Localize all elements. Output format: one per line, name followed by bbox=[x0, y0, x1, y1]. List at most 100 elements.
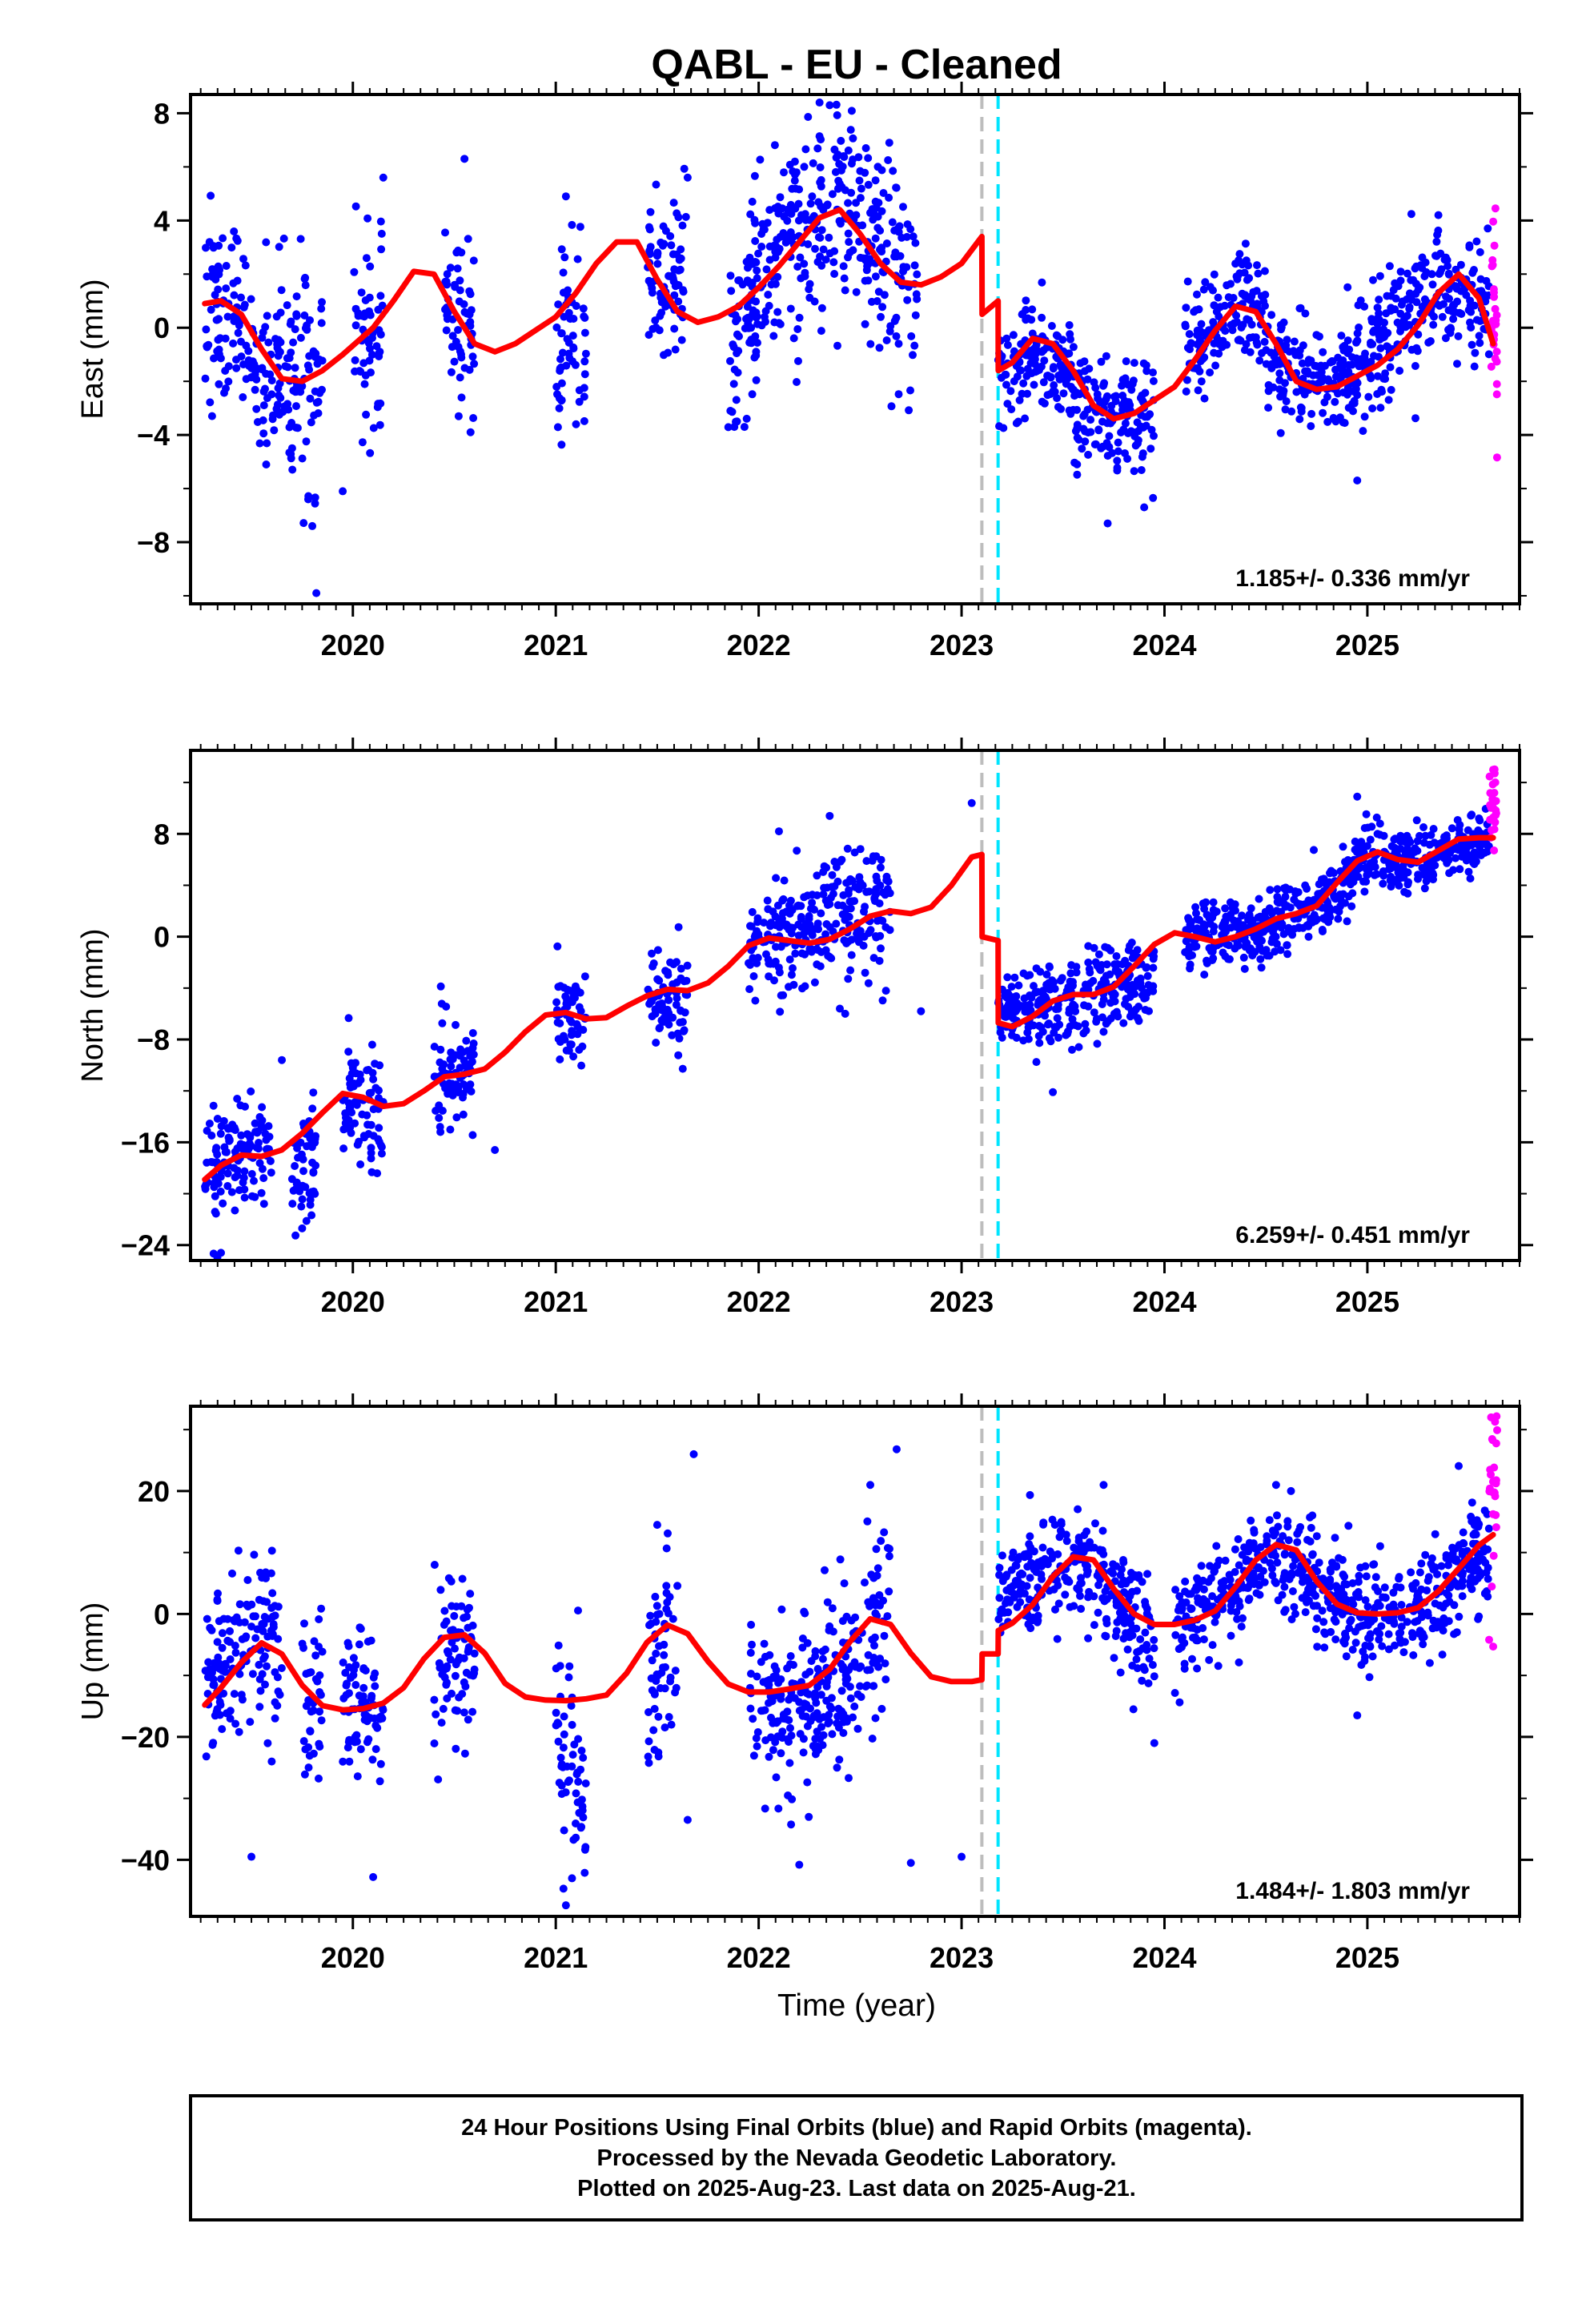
final-orbit-point bbox=[259, 1597, 268, 1606]
final-orbit-point bbox=[1208, 947, 1217, 956]
final-orbit-point bbox=[1253, 261, 1261, 270]
final-orbit-point bbox=[772, 943, 780, 951]
final-orbit-point bbox=[805, 279, 814, 288]
final-orbit-point bbox=[352, 1731, 361, 1739]
final-orbit-point bbox=[440, 1606, 449, 1615]
final-orbit-point bbox=[209, 1101, 218, 1110]
final-orbit-point bbox=[808, 899, 817, 907]
final-orbit-point bbox=[233, 276, 242, 285]
final-orbit-point bbox=[1373, 304, 1382, 312]
final-orbit-point bbox=[240, 1193, 249, 1202]
rapid-orbit-point bbox=[1491, 204, 1500, 213]
final-orbit-point bbox=[1319, 348, 1327, 356]
final-orbit-point bbox=[1038, 1543, 1047, 1552]
final-orbit-point bbox=[1038, 278, 1046, 287]
final-orbit-point bbox=[864, 979, 873, 987]
final-orbit-point bbox=[1438, 312, 1447, 321]
final-orbit-point bbox=[1233, 318, 1241, 326]
final-orbit-point bbox=[203, 272, 211, 281]
final-orbit-point bbox=[1070, 458, 1079, 467]
final-orbit-point bbox=[1081, 427, 1090, 436]
final-orbit-point bbox=[849, 1713, 857, 1722]
final-orbit-point bbox=[1113, 1618, 1122, 1626]
final-orbit-point bbox=[1368, 404, 1377, 412]
final-orbit-point bbox=[469, 256, 478, 265]
final-orbit-point bbox=[727, 287, 736, 296]
final-orbit-point bbox=[752, 1734, 761, 1743]
final-orbit-point bbox=[745, 985, 754, 994]
final-orbit-point bbox=[1470, 362, 1479, 371]
final-orbit-point bbox=[1276, 946, 1285, 955]
final-orbit-point bbox=[762, 265, 771, 274]
final-orbit-point bbox=[911, 311, 920, 320]
final-orbit-point bbox=[347, 1128, 355, 1137]
final-orbit-point bbox=[829, 258, 838, 267]
final-orbit-point bbox=[209, 1739, 218, 1747]
final-orbit-point bbox=[785, 955, 794, 964]
final-orbit-point bbox=[892, 332, 901, 340]
final-orbit-point bbox=[1023, 1028, 1032, 1037]
final-orbit-point bbox=[1466, 318, 1474, 327]
final-orbit-point bbox=[234, 328, 243, 337]
final-orbit-point bbox=[1193, 915, 1201, 924]
final-orbit-point bbox=[218, 1725, 227, 1734]
final-orbit-point bbox=[1278, 919, 1287, 928]
final-orbit-point bbox=[211, 1192, 219, 1200]
final-orbit-point bbox=[469, 1671, 477, 1680]
model-curve bbox=[202, 834, 1496, 1183]
final-orbit-point bbox=[363, 214, 372, 223]
final-orbit-point bbox=[212, 1144, 221, 1152]
final-orbit-point bbox=[819, 1731, 828, 1739]
final-orbit-point bbox=[765, 242, 774, 251]
final-orbit-point bbox=[302, 437, 311, 446]
final-orbit-point bbox=[213, 1597, 222, 1605]
final-orbit-point bbox=[376, 1759, 385, 1768]
final-orbit-point bbox=[1353, 792, 1362, 801]
final-orbit-point bbox=[218, 1667, 227, 1675]
final-orbit-point bbox=[789, 334, 798, 343]
final-orbit-point bbox=[822, 920, 831, 928]
plot-frame bbox=[189, 93, 1521, 605]
velocity-label: 6.259+/- 0.451 mm/yr bbox=[1235, 1222, 1470, 1248]
final-orbit-point bbox=[1087, 1543, 1095, 1552]
final-orbit-point bbox=[661, 1663, 669, 1671]
final-orbit-point bbox=[731, 311, 740, 320]
final-orbit-point bbox=[1053, 1014, 1062, 1023]
final-orbit-point bbox=[649, 1726, 658, 1735]
final-orbit-point bbox=[246, 1718, 255, 1727]
y-tick-label: 0 bbox=[154, 312, 170, 344]
final-orbit-point bbox=[1375, 819, 1384, 828]
final-orbit-point bbox=[1012, 419, 1021, 428]
final-orbit-series bbox=[201, 99, 1493, 597]
final-orbit-point bbox=[852, 287, 861, 296]
final-orbit-point bbox=[291, 424, 300, 432]
final-orbit-point bbox=[460, 1056, 468, 1065]
final-orbit-point bbox=[1182, 304, 1191, 312]
final-orbit-point bbox=[463, 1084, 471, 1093]
final-orbit-point bbox=[786, 304, 795, 313]
final-orbit-point bbox=[1243, 315, 1251, 324]
final-orbit-point bbox=[812, 1699, 821, 1707]
final-orbit-point bbox=[296, 235, 305, 243]
final-orbit-point bbox=[1032, 1058, 1041, 1067]
final-orbit-point bbox=[857, 184, 865, 193]
final-orbit-point bbox=[359, 1132, 368, 1140]
final-orbit-point bbox=[376, 292, 385, 300]
final-orbit-point bbox=[365, 1088, 374, 1097]
final-orbit-point bbox=[1335, 413, 1344, 422]
final-orbit-point bbox=[203, 342, 211, 351]
final-orbit-point bbox=[856, 1682, 865, 1691]
final-orbit-point bbox=[1482, 276, 1491, 285]
final-orbit-point bbox=[576, 1823, 585, 1832]
final-orbit-point bbox=[769, 907, 777, 916]
final-orbit-point bbox=[669, 1614, 677, 1623]
final-orbit-point bbox=[819, 890, 828, 899]
final-orbit-point bbox=[786, 1693, 795, 1702]
final-orbit-point bbox=[247, 295, 255, 304]
final-orbit-point bbox=[824, 1719, 833, 1728]
final-orbit-point bbox=[556, 982, 565, 991]
final-orbit-point bbox=[1117, 428, 1126, 436]
final-orbit-point bbox=[369, 1075, 378, 1084]
final-orbit-point bbox=[645, 247, 654, 255]
final-orbit-point bbox=[579, 1026, 588, 1034]
